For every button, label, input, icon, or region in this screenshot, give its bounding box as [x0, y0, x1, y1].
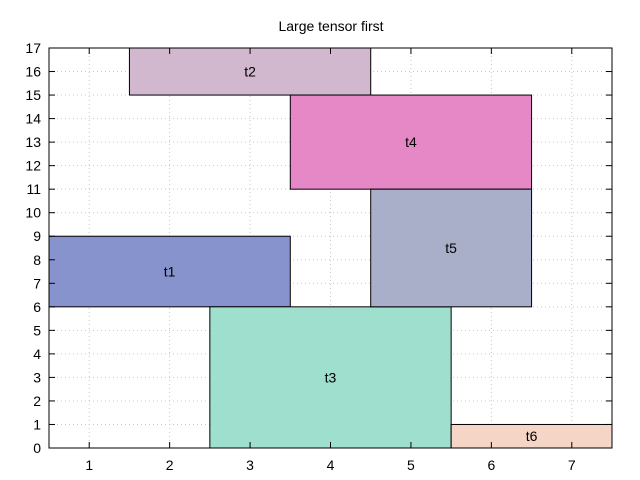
chart-title: Large tensor first: [278, 18, 383, 34]
rect-label-t2: t2: [244, 64, 256, 80]
data-rects: [48, 47, 613, 449]
y-tick-label-10: 10: [25, 205, 41, 221]
rect-label-t3: t3: [325, 369, 337, 385]
y-tick-label-7: 7: [33, 275, 41, 291]
x-tick-label-0: 1: [85, 457, 93, 473]
rect-label-t6: t6: [526, 428, 538, 444]
rect-t4: [289, 94, 533, 190]
y-tick-label-4: 4: [33, 346, 41, 362]
y-tick-label-17: 17: [25, 40, 41, 56]
y-tick-label-11: 11: [26, 181, 41, 197]
y-tick-label-12: 12: [25, 158, 41, 174]
y-tick-label-1: 1: [33, 416, 41, 432]
y-tick-label-16: 16: [25, 64, 41, 80]
rect-t5: [370, 188, 533, 308]
y-tick-label-0: 0: [33, 440, 41, 456]
rect-label-t1: t1: [164, 264, 176, 280]
x-tick-label-4: 5: [407, 457, 415, 473]
x-tick-label-6: 7: [568, 457, 576, 473]
rect-t1: [48, 235, 291, 308]
y-tick-label-5: 5: [33, 322, 41, 338]
y-tick-label-3: 3: [33, 369, 41, 385]
rect-label-t5: t5: [445, 240, 457, 256]
x-tick-label-3: 4: [327, 457, 335, 473]
rect-t3: [209, 306, 452, 449]
y-tick-label-14: 14: [25, 111, 41, 127]
y-tick-label-13: 13: [25, 134, 41, 150]
x-tick-label-5: 6: [487, 457, 495, 473]
data-labels: t1 t2 t3 t4 t5 t6: [164, 64, 538, 445]
x-tick-label-1: 2: [166, 457, 174, 473]
y-tick-label-15: 15: [25, 87, 41, 103]
y-tick-label-8: 8: [33, 252, 41, 268]
x-tick-label-2: 3: [246, 457, 254, 473]
y-tick-label-2: 2: [33, 393, 41, 409]
y-tick-label-6: 6: [33, 299, 41, 315]
y-tick-label-9: 9: [33, 228, 41, 244]
rect-label-t4: t4: [405, 134, 417, 150]
